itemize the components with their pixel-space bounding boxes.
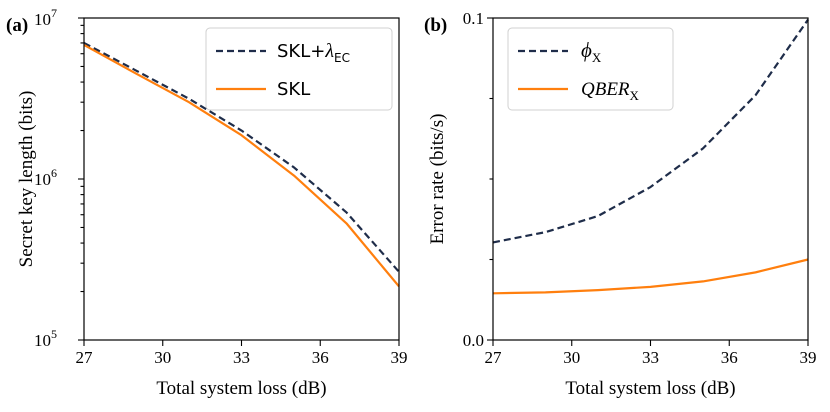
xtick-label-a-33: 33 (233, 348, 250, 367)
legend-a-label-0: SKL+λEC (277, 40, 350, 65)
legend-a-label-1: SKL (277, 79, 310, 100)
series-line-a-1 (83, 44, 400, 288)
legend-b-label-1: QBERX (581, 79, 640, 103)
y-axis-label-b: Error rate (bits/s) (427, 114, 448, 245)
series-line-b-1 (492, 258, 809, 295)
series-line-b-0 (492, 18, 809, 244)
x-axis-label-b: Total system loss (dB) (565, 378, 735, 399)
panel-b: (b) 0.1 0.0 27 30 33 36 39 Total system … (424, 9, 817, 399)
xtick-label-a-30: 30 (154, 348, 171, 367)
legend-a: SKL+λEC SKL (205, 27, 393, 111)
ytick-label-b-bottom: 0.0 (463, 331, 484, 350)
panel-a: (a) 107 106 105 27 30 33 36 39 Total sys… (6, 6, 408, 399)
ytick-label-a-5: 105 (34, 327, 57, 350)
legend-b: ϕX QBERX (507, 27, 674, 111)
ytick-label-b-top: 0.1 (463, 9, 484, 28)
x-axis-label-a: Total system loss (dB) (156, 378, 326, 399)
xtick-label-b-27: 27 (485, 348, 503, 367)
xtick-label-a-36: 36 (312, 348, 329, 367)
xtick-label-b-39: 39 (800, 348, 817, 367)
ytick-label-a-6: 106 (34, 166, 57, 189)
legend-b-label-0: ϕX (581, 38, 602, 65)
xtick-label-b-30: 30 (563, 348, 580, 367)
xtick-label-a-39: 39 (391, 348, 408, 367)
y-axis-label-a: Secret key length (bits) (16, 91, 37, 268)
panel-a-label: (a) (6, 15, 28, 36)
ytick-label-a-7: 107 (34, 6, 57, 29)
panel-a-lines (83, 41, 400, 288)
panel-a-frame (83, 17, 400, 341)
xtick-label-b-33: 33 (642, 348, 659, 367)
panel-b-lines (492, 18, 809, 295)
xtick-label-b-36: 36 (721, 348, 738, 367)
series-line-a-0 (83, 41, 400, 273)
panel-b-frame (492, 17, 809, 341)
panel-b-label: (b) (424, 15, 447, 36)
xtick-label-a-27: 27 (76, 348, 94, 367)
